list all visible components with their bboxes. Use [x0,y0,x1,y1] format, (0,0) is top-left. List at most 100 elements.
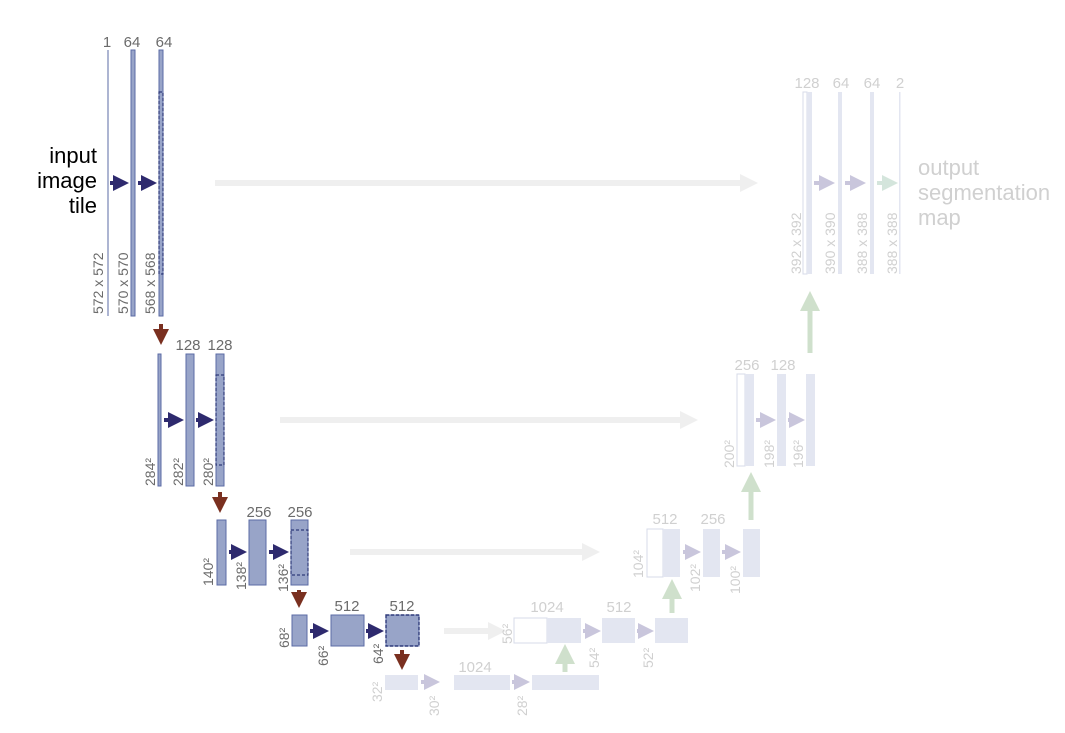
channel-label: 128 [770,357,795,374]
feature-map-u1d [899,92,901,274]
feature-map-u4c [655,618,688,643]
output-segmentation-map-label: output segmentation map [918,155,1050,230]
size-label: 388 x 388 [854,212,870,274]
feature-map-u3c [743,529,760,577]
size-label: 388 x 388 [884,212,900,274]
channel-label: 128 [207,337,232,354]
size-label: 140² [200,558,216,586]
size-label: 570 x 570 [115,252,131,314]
copied-map-u4 [513,617,548,644]
size-label: 196² [790,440,806,468]
size-label: 64² [370,643,386,664]
svg-text:map: map [918,205,961,230]
size-label: 66² [315,645,331,666]
channel-label: 64 [156,34,173,51]
channel-label: 2 [896,75,904,92]
size-label: 200² [721,440,737,468]
channel-label: 256 [734,357,759,374]
upsampled-map-u2 [745,374,754,466]
channel-label: 64 [833,75,850,92]
feature-map-u1c [870,92,874,274]
size-label: 568 x 568 [142,252,158,314]
conv-arrows [110,175,384,639]
channel-label: 64 [864,75,881,92]
crop-region-l1 [158,91,164,275]
feature-map-l2a [157,353,162,487]
feature-map-l4c [385,614,420,647]
channel-label: 1024 [530,599,563,616]
size-label: 572 x 572 [90,252,106,314]
size-label: 54² [586,647,602,668]
feature-map-u4b [602,618,635,643]
upsampled-map-u4 [547,618,581,643]
faded-conv-arrows [421,175,866,690]
size-label: 104² [630,550,646,578]
copied-map-u2 [736,373,746,467]
size-label: 28² [514,695,530,716]
upsampled-map-u3 [663,529,680,577]
upsampled-map-u1 [807,92,812,274]
crop-region-l3 [290,529,309,576]
feature-map-l1b [130,49,136,317]
channel-label: 256 [287,504,312,521]
svg-text:input: input [49,143,97,168]
channel-label: 128 [175,337,200,354]
size-label: 32² [369,681,385,702]
feature-map-l4a [291,614,308,647]
max-pool-arrows [153,324,410,670]
size-label: 138² [233,562,249,590]
size-label: 390 x 390 [822,212,838,274]
svg-text:segmentation: segmentation [918,180,1050,205]
channel-label: 64 [124,34,141,51]
channel-label: 512 [334,598,359,615]
feature-map-l2b [185,353,195,487]
channel-labels: 1 64 64 128 128 256 256 512 512 [103,34,415,615]
svg-text:output: output [918,155,979,180]
channel-label: 512 [606,599,631,616]
feature-map-l5a [385,675,418,690]
size-label: 136² [275,564,291,592]
channel-label: 1024 [458,659,491,676]
size-labels: 572 x 572 570 x 570 568 x 568 284² 282² … [90,252,386,666]
size-label: 68² [276,627,292,648]
channel-label: 512 [652,511,677,528]
skip-connections [215,174,758,640]
size-label: 100² [727,566,743,594]
size-label: 284² [142,458,158,486]
crop-region-l2 [215,374,225,466]
size-label: 56² [499,623,515,644]
size-label: 392 x 392 [788,212,804,274]
channel-label: 512 [389,598,414,615]
faded-channel-labels: 1024 1024 512 512 256 256 128 128 64 64 … [458,75,904,676]
up-conv-arrows [555,291,820,672]
feature-map-l5c [532,675,599,690]
channel-label: 128 [794,75,819,92]
feature-map-l3b [248,519,267,586]
feature-map-l4b [330,614,365,647]
size-label: 102² [687,564,703,592]
svg-text:tile: tile [69,193,97,218]
channel-label: 256 [700,511,725,528]
size-label: 282² [170,458,186,486]
faded-size-labels: 32² 30² 28² 56² 54² 52² 104² 102² 100² 2… [369,212,900,716]
contracting-path [107,49,420,647]
channel-label: 1 [103,34,111,51]
size-label: 30² [426,695,442,716]
expansive-path [385,91,901,690]
size-label: 52² [640,647,656,668]
size-label: 280² [200,458,216,486]
feature-map-l1a [107,50,109,316]
copied-map-u3 [646,528,664,578]
feature-map-l5b [454,675,510,690]
feature-map-l2c [215,353,225,487]
feature-map-u2c [806,374,815,466]
crop-region-l4 [385,614,420,647]
channel-label: 256 [246,504,271,521]
feature-map-u3b [703,529,720,577]
input-image-tile-label: input image tile [37,143,97,218]
feature-map-l3a [216,519,227,586]
size-label: 198² [761,440,777,468]
feature-map-u2b [777,374,786,466]
svg-text:image: image [37,168,97,193]
